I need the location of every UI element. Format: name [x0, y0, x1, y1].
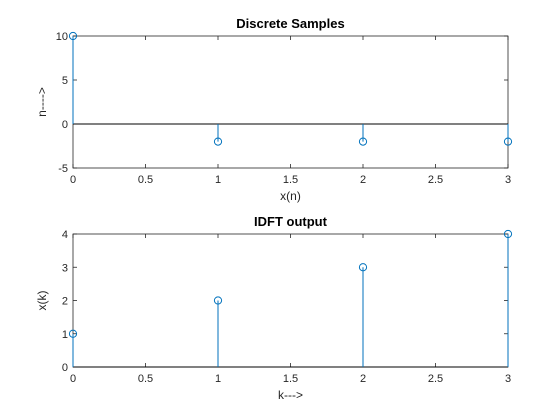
axes-box: [73, 36, 508, 168]
x-tick-label: 2.5: [428, 373, 443, 385]
y-tick-label: -5: [58, 163, 68, 175]
x-tick-label: 0.5: [138, 373, 153, 385]
y-tick-label: 10: [56, 31, 68, 43]
subplot-2: 0 0.5 1 1.5 2 2.5 3 0 1 2 3 4 IDFT output k---> x(k): [35, 214, 512, 402]
y-tick-label: 4: [62, 229, 68, 241]
y-tick-label: 0: [62, 362, 68, 374]
y-tick-label: 2: [62, 296, 68, 308]
y-tick-label: 1: [62, 329, 68, 341]
x-tick-label: 0: [70, 373, 76, 385]
x-tick-label: 1.5: [283, 174, 298, 186]
x-tick-label: 1: [215, 174, 221, 186]
y-tick-label: 5: [62, 75, 68, 87]
chart-title: Discrete Samples: [236, 16, 344, 31]
x-tick-label: 1.5: [283, 373, 298, 385]
x-tick-label: 3: [505, 373, 511, 385]
x-axis-label: x(n): [280, 189, 301, 203]
x-tick-label: 1: [215, 373, 221, 385]
chart-title: IDFT output: [254, 214, 328, 229]
x-tick-label: 0: [70, 174, 76, 186]
y-tick-label: 3: [62, 262, 68, 274]
y-axis-label: x(k): [35, 291, 49, 311]
y-axis-label: n---->: [35, 87, 49, 117]
x-tick-label: 2.5: [428, 174, 443, 186]
y-tick-label: 0: [62, 119, 68, 131]
x-tick-label: 3: [505, 174, 511, 186]
axes-box: [73, 234, 508, 367]
x-tick-label: 2: [360, 174, 366, 186]
x-axis-label: k--->: [278, 388, 303, 402]
x-tick-label: 0.5: [138, 174, 153, 186]
x-tick-label: 2: [360, 373, 366, 385]
